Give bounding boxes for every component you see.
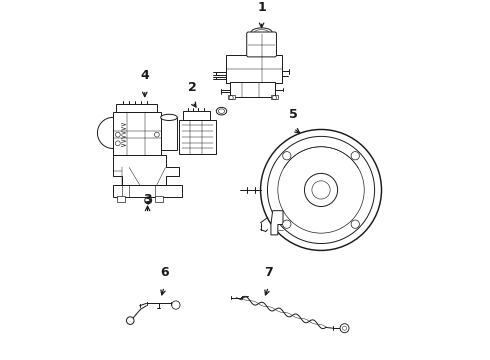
Text: 5: 5 bbox=[289, 108, 298, 121]
Circle shape bbox=[126, 317, 134, 324]
Circle shape bbox=[172, 301, 180, 309]
Bar bbox=[230, 82, 275, 96]
Ellipse shape bbox=[251, 28, 272, 37]
Bar bbox=[179, 120, 216, 154]
Bar bbox=[161, 117, 177, 150]
Text: 6: 6 bbox=[160, 266, 169, 279]
Circle shape bbox=[351, 152, 359, 160]
Polygon shape bbox=[113, 155, 179, 185]
Circle shape bbox=[283, 152, 291, 160]
Bar bbox=[271, 95, 278, 99]
FancyBboxPatch shape bbox=[247, 32, 276, 57]
Text: 7: 7 bbox=[264, 266, 273, 279]
Bar bbox=[226, 55, 282, 83]
Bar bbox=[183, 111, 210, 120]
Text: 4: 4 bbox=[141, 69, 149, 82]
Bar bbox=[113, 112, 161, 155]
Circle shape bbox=[340, 324, 349, 333]
Ellipse shape bbox=[161, 114, 177, 121]
Text: 1: 1 bbox=[257, 1, 266, 14]
Circle shape bbox=[304, 174, 338, 207]
Polygon shape bbox=[271, 211, 283, 235]
Bar bbox=[117, 104, 157, 112]
Circle shape bbox=[283, 220, 291, 228]
Text: 3: 3 bbox=[143, 193, 152, 206]
Circle shape bbox=[351, 220, 359, 228]
Bar bbox=[228, 95, 235, 99]
Bar bbox=[113, 185, 182, 197]
Circle shape bbox=[147, 201, 149, 204]
Bar bbox=[155, 196, 163, 202]
Circle shape bbox=[261, 130, 382, 251]
Text: 2: 2 bbox=[188, 81, 197, 94]
Ellipse shape bbox=[216, 107, 227, 115]
Bar bbox=[117, 196, 125, 202]
